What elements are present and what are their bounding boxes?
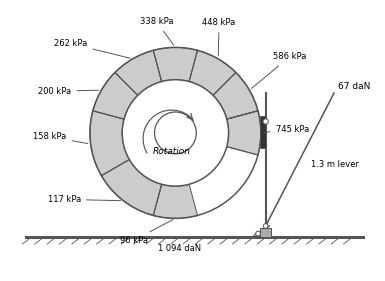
Text: 262 kPa: 262 kPa xyxy=(54,39,130,58)
Circle shape xyxy=(263,224,268,228)
Bar xyxy=(260,116,266,148)
Text: 745 kPa: 745 kPa xyxy=(264,124,309,133)
Text: 338 kPa: 338 kPa xyxy=(140,17,174,45)
Text: 67 daN: 67 daN xyxy=(338,82,370,91)
Text: 448 kPa: 448 kPa xyxy=(203,18,236,56)
Bar xyxy=(260,228,271,237)
Circle shape xyxy=(263,119,268,124)
Wedge shape xyxy=(90,111,129,176)
Text: 1.3 m lever: 1.3 m lever xyxy=(311,160,359,169)
Wedge shape xyxy=(189,50,236,95)
Circle shape xyxy=(122,80,229,186)
Text: 158 kPa: 158 kPa xyxy=(33,132,88,144)
Text: 586 kPa: 586 kPa xyxy=(251,53,306,89)
Wedge shape xyxy=(101,160,162,216)
Wedge shape xyxy=(213,72,258,119)
Wedge shape xyxy=(153,184,198,218)
Wedge shape xyxy=(93,72,138,119)
Text: 96 kPa: 96 kPa xyxy=(120,220,173,245)
Circle shape xyxy=(256,231,260,236)
Text: 117 kPa: 117 kPa xyxy=(48,195,121,204)
Wedge shape xyxy=(227,111,261,155)
Text: Rotation: Rotation xyxy=(152,148,191,157)
Text: 1 094 daN: 1 094 daN xyxy=(157,244,201,253)
Wedge shape xyxy=(153,47,198,81)
Text: 200 kPa: 200 kPa xyxy=(38,87,99,96)
Wedge shape xyxy=(115,50,162,95)
